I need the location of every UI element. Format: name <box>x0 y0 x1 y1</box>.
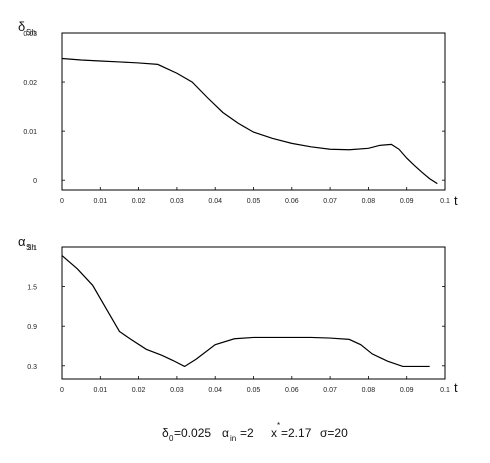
bottom-x-tick-label: 0.01 <box>93 387 107 394</box>
bottom-x-tick-label: 0.06 <box>285 387 299 394</box>
param-delta0-value: =0.025 <box>174 426 211 440</box>
bottom-y-tick-label: 0.9 <box>27 324 37 331</box>
y-axis-label-bottom: α <box>18 234 26 249</box>
tick-group-bottom: 0 0.01 0.02 0.03 0.04 0.05 0.06 0.07 0.08 0.09 0.1… <box>27 245 450 394</box>
top-y-tick-label: 0.01 <box>23 129 37 136</box>
series-line-alpha <box>61 255 430 368</box>
top-y-tick-label: 0.03 <box>23 31 37 38</box>
bottom-x-tick-label: 0 <box>60 387 64 394</box>
top-x-tick-label: 0.09 <box>400 198 414 205</box>
tick-group-top: 0 0.01 0.02 0.03 0.04 0.05 0.06 0.07 0.08 0.09 0.1… <box>23 31 450 205</box>
bottom-x-tick-label: 0.07 <box>323 387 337 394</box>
param-alpha-in-sub: in <box>230 434 236 443</box>
top-x-tick-label: 0.05 <box>247 198 261 205</box>
param-alpha-in: α <box>222 426 229 440</box>
bottom-x-tick-label: 0.09 <box>400 387 414 394</box>
top-x-tick-label: 0 <box>60 198 64 205</box>
top-y-tick-label: 0 <box>33 178 37 185</box>
bottom-x-tick-label: 0.04 <box>208 387 222 394</box>
chart-top: 0 0.01 0.02 0.03 0.04 0.05 0.06 0.07 0.08 0.09 0.1… <box>18 19 458 208</box>
y-axis-label-bottom-sub: Sh <box>26 243 36 252</box>
top-x-tick-label: 0.1 <box>440 198 450 205</box>
bottom-y-tick-label: 0.3 <box>27 364 37 371</box>
plot-frame-top <box>61 32 446 191</box>
y-axis-label-top: δ <box>18 19 25 34</box>
top-y-tick-label: 0.02 <box>23 80 37 87</box>
bottom-x-tick-label: 0.03 <box>170 387 184 394</box>
top-x-tick-label: 0.02 <box>132 198 146 205</box>
top-x-tick-label: 0.01 <box>93 198 107 205</box>
y-axis-label-top-sub: Sh <box>26 28 36 37</box>
top-x-tick-label: 0.08 <box>362 198 376 205</box>
x-axis-label-top: t <box>454 193 458 208</box>
top-x-tick-label: 0.06 <box>285 198 299 205</box>
plot-frame-bottom <box>61 246 446 380</box>
param-xstar: x <box>271 426 277 440</box>
bottom-x-tick-label: 0.02 <box>132 387 146 394</box>
bottom-x-tick-label: 0.08 <box>362 387 376 394</box>
chart-bottom: 0 0.01 0.02 0.03 0.04 0.05 0.06 0.07 0.08 0.09 0.1… <box>18 234 458 395</box>
param-delta0: δ <box>162 426 169 440</box>
top-x-tick-label: 0.03 <box>170 198 184 205</box>
param-alpha-in-value: =2 <box>240 426 254 440</box>
top-x-tick-label: 0.07 <box>323 198 337 205</box>
param-xstar-sup: * <box>277 421 280 430</box>
series-line-delta <box>61 57 438 185</box>
top-x-tick-label: 0.04 <box>208 198 222 205</box>
bottom-y-tick-label: 2.1 <box>27 245 37 252</box>
param-delta0-sub: 0 <box>169 434 174 443</box>
param-xstar-value: =2.17 <box>281 426 312 440</box>
parameter-caption: δ 0 =0.025 α in =2 x * =2.17 σ=20 <box>162 421 348 443</box>
param-sigma: σ=20 <box>320 426 348 440</box>
bottom-x-tick-label: 0.05 <box>247 387 261 394</box>
bottom-x-tick-label: 0.1 <box>440 387 450 394</box>
bottom-y-tick-label: 1.5 <box>27 285 37 292</box>
x-axis-label-bottom: t <box>454 380 458 395</box>
